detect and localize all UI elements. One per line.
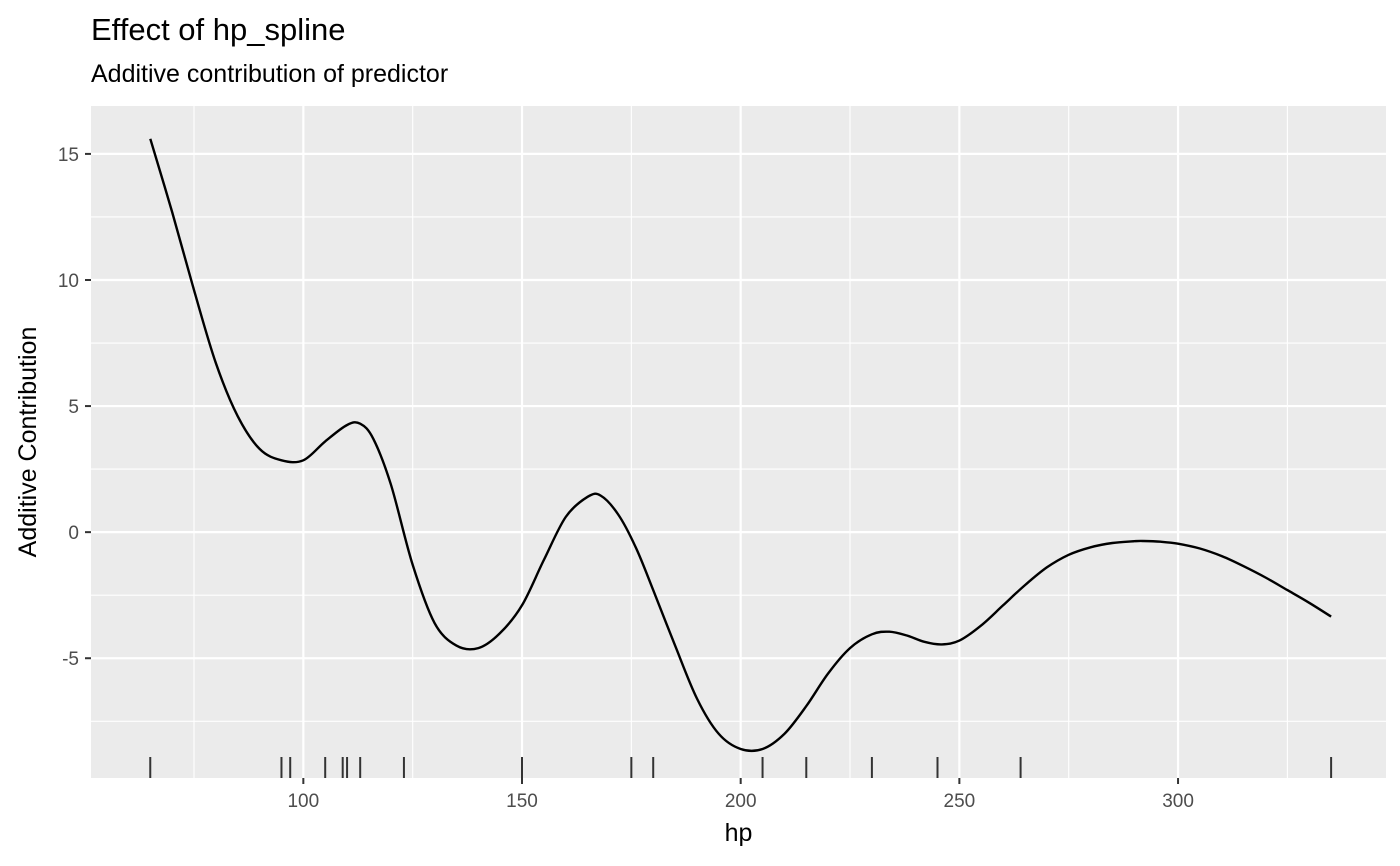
x-axis: 100 150 200 250 300	[287, 778, 1194, 812]
chart-subtitle: Additive contribution of predictor	[91, 60, 448, 88]
major-gridlines	[91, 106, 1386, 778]
rug-marks	[149, 757, 1333, 778]
x-axis-title: hp	[725, 819, 753, 847]
y-tick-label: 5	[68, 397, 79, 418]
x-tick-label: 200	[725, 791, 757, 812]
plot-panel	[91, 106, 1386, 778]
y-tick-label: 0	[68, 523, 79, 544]
x-tick-label: 150	[506, 791, 538, 812]
x-tick-label: 300	[1162, 791, 1194, 812]
x-tick-label: 250	[944, 791, 976, 812]
chart-title: Effect of hp_spline	[91, 12, 346, 47]
minor-gridlines	[91, 106, 1386, 778]
y-tick-label: 15	[58, 145, 79, 166]
y-axis-title: Additive Contribution	[14, 327, 42, 558]
x-tick-label: 100	[287, 791, 319, 812]
y-tick-label: -5	[62, 649, 79, 670]
y-tick-label: 10	[58, 271, 79, 292]
y-axis: -5 0 5 10 15	[58, 145, 91, 670]
effect-curve	[149, 138, 1332, 753]
